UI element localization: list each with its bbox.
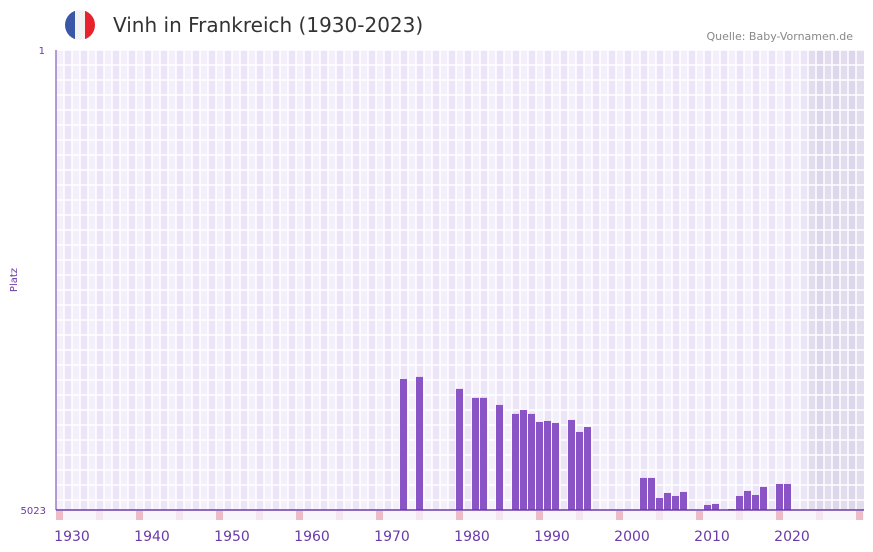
- bar-1992: [552, 422, 559, 510]
- grid-column: [320, 50, 328, 510]
- grid-column: [544, 50, 552, 510]
- grid-column: [144, 50, 152, 510]
- grid-column: [624, 50, 632, 510]
- grid-column: [848, 50, 856, 510]
- grid-column: [304, 50, 312, 510]
- bar-1987: [512, 413, 519, 510]
- bar-1975: [416, 376, 423, 510]
- grid-column: [384, 50, 392, 510]
- bar-2016: [744, 490, 751, 510]
- grid-column: [720, 50, 728, 510]
- bar-1985: [496, 404, 503, 510]
- grid-column: [80, 50, 88, 510]
- source-link[interactable]: Quelle: Baby-Vornamen.de: [706, 30, 853, 43]
- bar-1994: [568, 419, 575, 510]
- grid-column: [464, 50, 472, 510]
- x-tick-label: 2020: [774, 529, 810, 545]
- grid-column: [496, 50, 504, 510]
- x-tick-label: 1980: [454, 529, 490, 545]
- grid-column: [800, 50, 808, 510]
- x-tick-label: 2000: [614, 529, 650, 545]
- grid-column: [240, 50, 248, 510]
- bar-1982: [472, 397, 479, 510]
- bar-1991: [544, 420, 551, 510]
- grid-column: [160, 50, 168, 510]
- bar-1995: [576, 431, 583, 510]
- grid-column: [192, 50, 200, 510]
- bar-2015: [736, 495, 743, 510]
- grid-column: [832, 50, 840, 510]
- x-tick-label: 2010: [694, 529, 730, 545]
- future-shade: [808, 50, 864, 510]
- grid-column: [672, 50, 680, 510]
- bar-1973: [400, 379, 407, 510]
- grid-column: [256, 50, 264, 510]
- grid-column: [656, 50, 664, 510]
- grid-column: [752, 50, 760, 510]
- grid-column: [512, 50, 520, 510]
- grid-column: [352, 50, 360, 510]
- grid-column: [816, 50, 824, 510]
- bar-2012: [712, 503, 719, 510]
- grid-column: [64, 50, 72, 510]
- grid-column: [768, 50, 776, 510]
- grid-column: [336, 50, 344, 510]
- bar-2021: [784, 483, 791, 510]
- grid-column: [96, 50, 104, 510]
- grid-column: [224, 50, 232, 510]
- grid-column: [576, 50, 584, 510]
- grid-column: [608, 50, 616, 510]
- bar-2011: [704, 504, 711, 510]
- bar-2018: [760, 486, 767, 510]
- grid-column: [368, 50, 376, 510]
- grid-column: [528, 50, 536, 510]
- grid-column: [688, 50, 696, 510]
- x-tick-label: 1990: [534, 529, 570, 545]
- x-tick-label: 1950: [214, 529, 250, 545]
- chart-title: Vinh in Frankreich (1930-2023): [113, 13, 424, 37]
- grid-column: [416, 50, 424, 510]
- grid-column: [288, 50, 296, 510]
- y-tick-label-bottom: 5023: [21, 506, 46, 517]
- grid-column: [704, 50, 712, 510]
- x-tick-label: 1960: [294, 529, 330, 545]
- grid-column: [208, 50, 216, 510]
- bar-1983: [480, 397, 487, 510]
- grid-column: [480, 50, 488, 510]
- bar-2003: [640, 477, 647, 510]
- marker-strip: [56, 511, 864, 520]
- bar-2004: [648, 477, 655, 510]
- bar-2008: [680, 491, 687, 510]
- bar-2005: [656, 498, 663, 510]
- y-tick-label-top: 1: [39, 46, 45, 57]
- grid-column: [592, 50, 600, 510]
- grid-column: [272, 50, 280, 510]
- bar-1989: [528, 413, 535, 510]
- bar-1996: [584, 427, 591, 510]
- grid-column: [400, 50, 408, 510]
- bar-2017: [752, 494, 759, 510]
- bar-2020: [776, 483, 783, 510]
- y-axis-label: Platz: [9, 268, 20, 292]
- grid-column: [640, 50, 648, 510]
- grid-column: [112, 50, 120, 510]
- x-tick-label: 1970: [374, 529, 410, 545]
- bar-1990: [536, 421, 543, 510]
- france-flag-icon: [65, 10, 95, 40]
- grid-column: [448, 50, 456, 510]
- grid-column: [784, 50, 792, 510]
- x-tick-label: 1930: [54, 529, 90, 545]
- grid-column: [560, 50, 568, 510]
- grid-column: [128, 50, 136, 510]
- bar-1988: [520, 409, 527, 510]
- bar-1980: [456, 388, 463, 510]
- bar-2007: [672, 495, 679, 510]
- grid-column: [432, 50, 440, 510]
- x-tick-label: 1940: [134, 529, 170, 545]
- grid-column: [176, 50, 184, 510]
- grid-column: [736, 50, 744, 510]
- bar-2006: [664, 492, 671, 510]
